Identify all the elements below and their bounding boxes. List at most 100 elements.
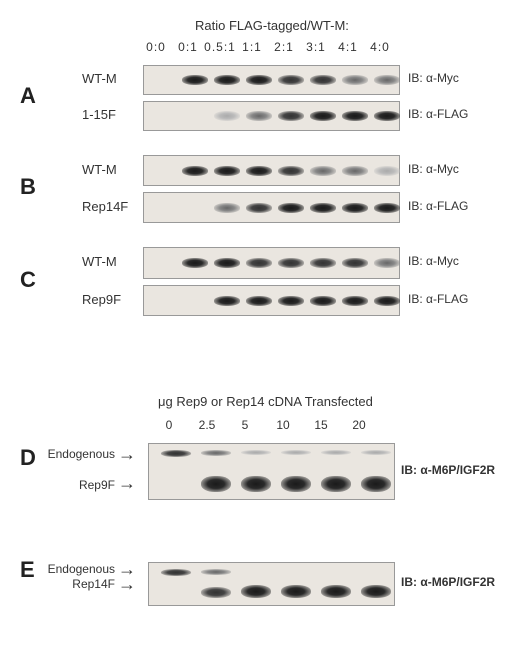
panel-letter: B — [20, 174, 36, 200]
band — [278, 258, 304, 268]
band — [246, 296, 272, 306]
band — [278, 111, 304, 121]
arrow-label: Endogenous — [40, 562, 115, 576]
band — [201, 569, 231, 575]
ib-label: IB: α-FLAG — [408, 107, 468, 121]
ratio-label: 4:0 — [364, 40, 396, 54]
ratio-title: Ratio FLAG-tagged/WT-M: — [195, 18, 349, 33]
band — [374, 166, 400, 176]
band — [182, 75, 208, 85]
band — [310, 75, 336, 85]
band — [342, 258, 368, 268]
band — [246, 75, 272, 85]
blot-strip — [148, 443, 395, 500]
band — [321, 585, 351, 598]
band — [214, 296, 240, 306]
band — [342, 203, 368, 213]
band — [214, 111, 240, 121]
ib-label: IB: α-FLAG — [408, 292, 468, 306]
ib-label: IB: α-Myc — [408, 71, 459, 85]
blot-strip — [143, 192, 400, 223]
band — [278, 75, 304, 85]
row-label: WT-M — [82, 71, 117, 86]
arrow-icon: → — [118, 473, 136, 494]
band — [310, 296, 336, 306]
band — [281, 585, 311, 598]
ib-label: IB: α-FLAG — [408, 199, 468, 213]
band — [310, 258, 336, 268]
band — [342, 296, 368, 306]
band — [161, 569, 191, 576]
arrow-label: Rep9F — [40, 478, 115, 492]
cdna-labels: 02.55101520 — [150, 418, 400, 432]
band — [201, 587, 231, 598]
ib-label: IB: α-Myc — [408, 254, 459, 268]
ratio-label: 0.5:1 — [204, 40, 236, 54]
band — [278, 166, 304, 176]
panel-letter: C — [20, 267, 36, 293]
band — [321, 476, 351, 492]
band — [374, 111, 400, 121]
band — [161, 450, 191, 457]
row-label: WT-M — [82, 162, 117, 177]
band — [214, 166, 240, 176]
band — [278, 296, 304, 306]
cdna-label: 10 — [264, 418, 302, 432]
band — [182, 258, 208, 268]
panel-letter: D — [20, 445, 36, 471]
band — [342, 111, 368, 121]
band — [342, 75, 368, 85]
row-label: 1-15F — [82, 107, 116, 122]
cdna-label: 0 — [150, 418, 188, 432]
band — [374, 203, 400, 213]
band — [241, 450, 271, 455]
band — [281, 450, 311, 455]
band — [246, 258, 272, 268]
ratio-label: 0:0 — [140, 40, 172, 54]
band — [281, 476, 311, 492]
row-label: Rep14F — [82, 199, 128, 214]
ratio-label: 1:1 — [236, 40, 268, 54]
ib-label: IB: α-M6P/IGF2R — [401, 463, 495, 477]
row-label: Rep9F — [82, 292, 121, 307]
band — [342, 166, 368, 176]
ratio-label: 0:1 — [172, 40, 204, 54]
band — [361, 450, 391, 455]
ib-label: IB: α-M6P/IGF2R — [401, 575, 495, 589]
ratio-label: 2:1 — [268, 40, 300, 54]
arrow-icon: → — [118, 574, 136, 595]
cdna-label: 15 — [302, 418, 340, 432]
blot-strip — [143, 155, 400, 186]
band — [241, 476, 271, 492]
ratio-label: 4:1 — [332, 40, 364, 54]
cdna-label: 2.5 — [188, 418, 226, 432]
cdna-title: μg Rep9 or Rep14 cDNA Transfected — [158, 394, 373, 409]
band — [214, 203, 240, 213]
ratio-label: 3:1 — [300, 40, 332, 54]
band — [361, 585, 391, 598]
row-label: WT-M — [82, 254, 117, 269]
band — [246, 111, 272, 121]
band — [278, 203, 304, 213]
ratio-labels: 0:00:10.5:11:12:13:14:14:0 — [140, 40, 410, 54]
blot-strip — [143, 101, 400, 131]
blot-strip — [143, 65, 400, 95]
band — [246, 203, 272, 213]
band — [182, 166, 208, 176]
ib-label: IB: α-Myc — [408, 162, 459, 176]
band — [310, 166, 336, 176]
blot-strip — [143, 247, 400, 279]
band — [241, 585, 271, 598]
band — [310, 203, 336, 213]
cdna-label: 5 — [226, 418, 264, 432]
band — [310, 111, 336, 121]
arrow-label: Rep14F — [40, 577, 115, 591]
band — [201, 450, 231, 456]
band — [374, 258, 400, 268]
band — [374, 296, 400, 306]
arrow-label: Endogenous — [40, 447, 115, 461]
blot-strip — [143, 285, 400, 316]
band — [214, 258, 240, 268]
band — [361, 476, 391, 492]
band — [201, 476, 231, 492]
